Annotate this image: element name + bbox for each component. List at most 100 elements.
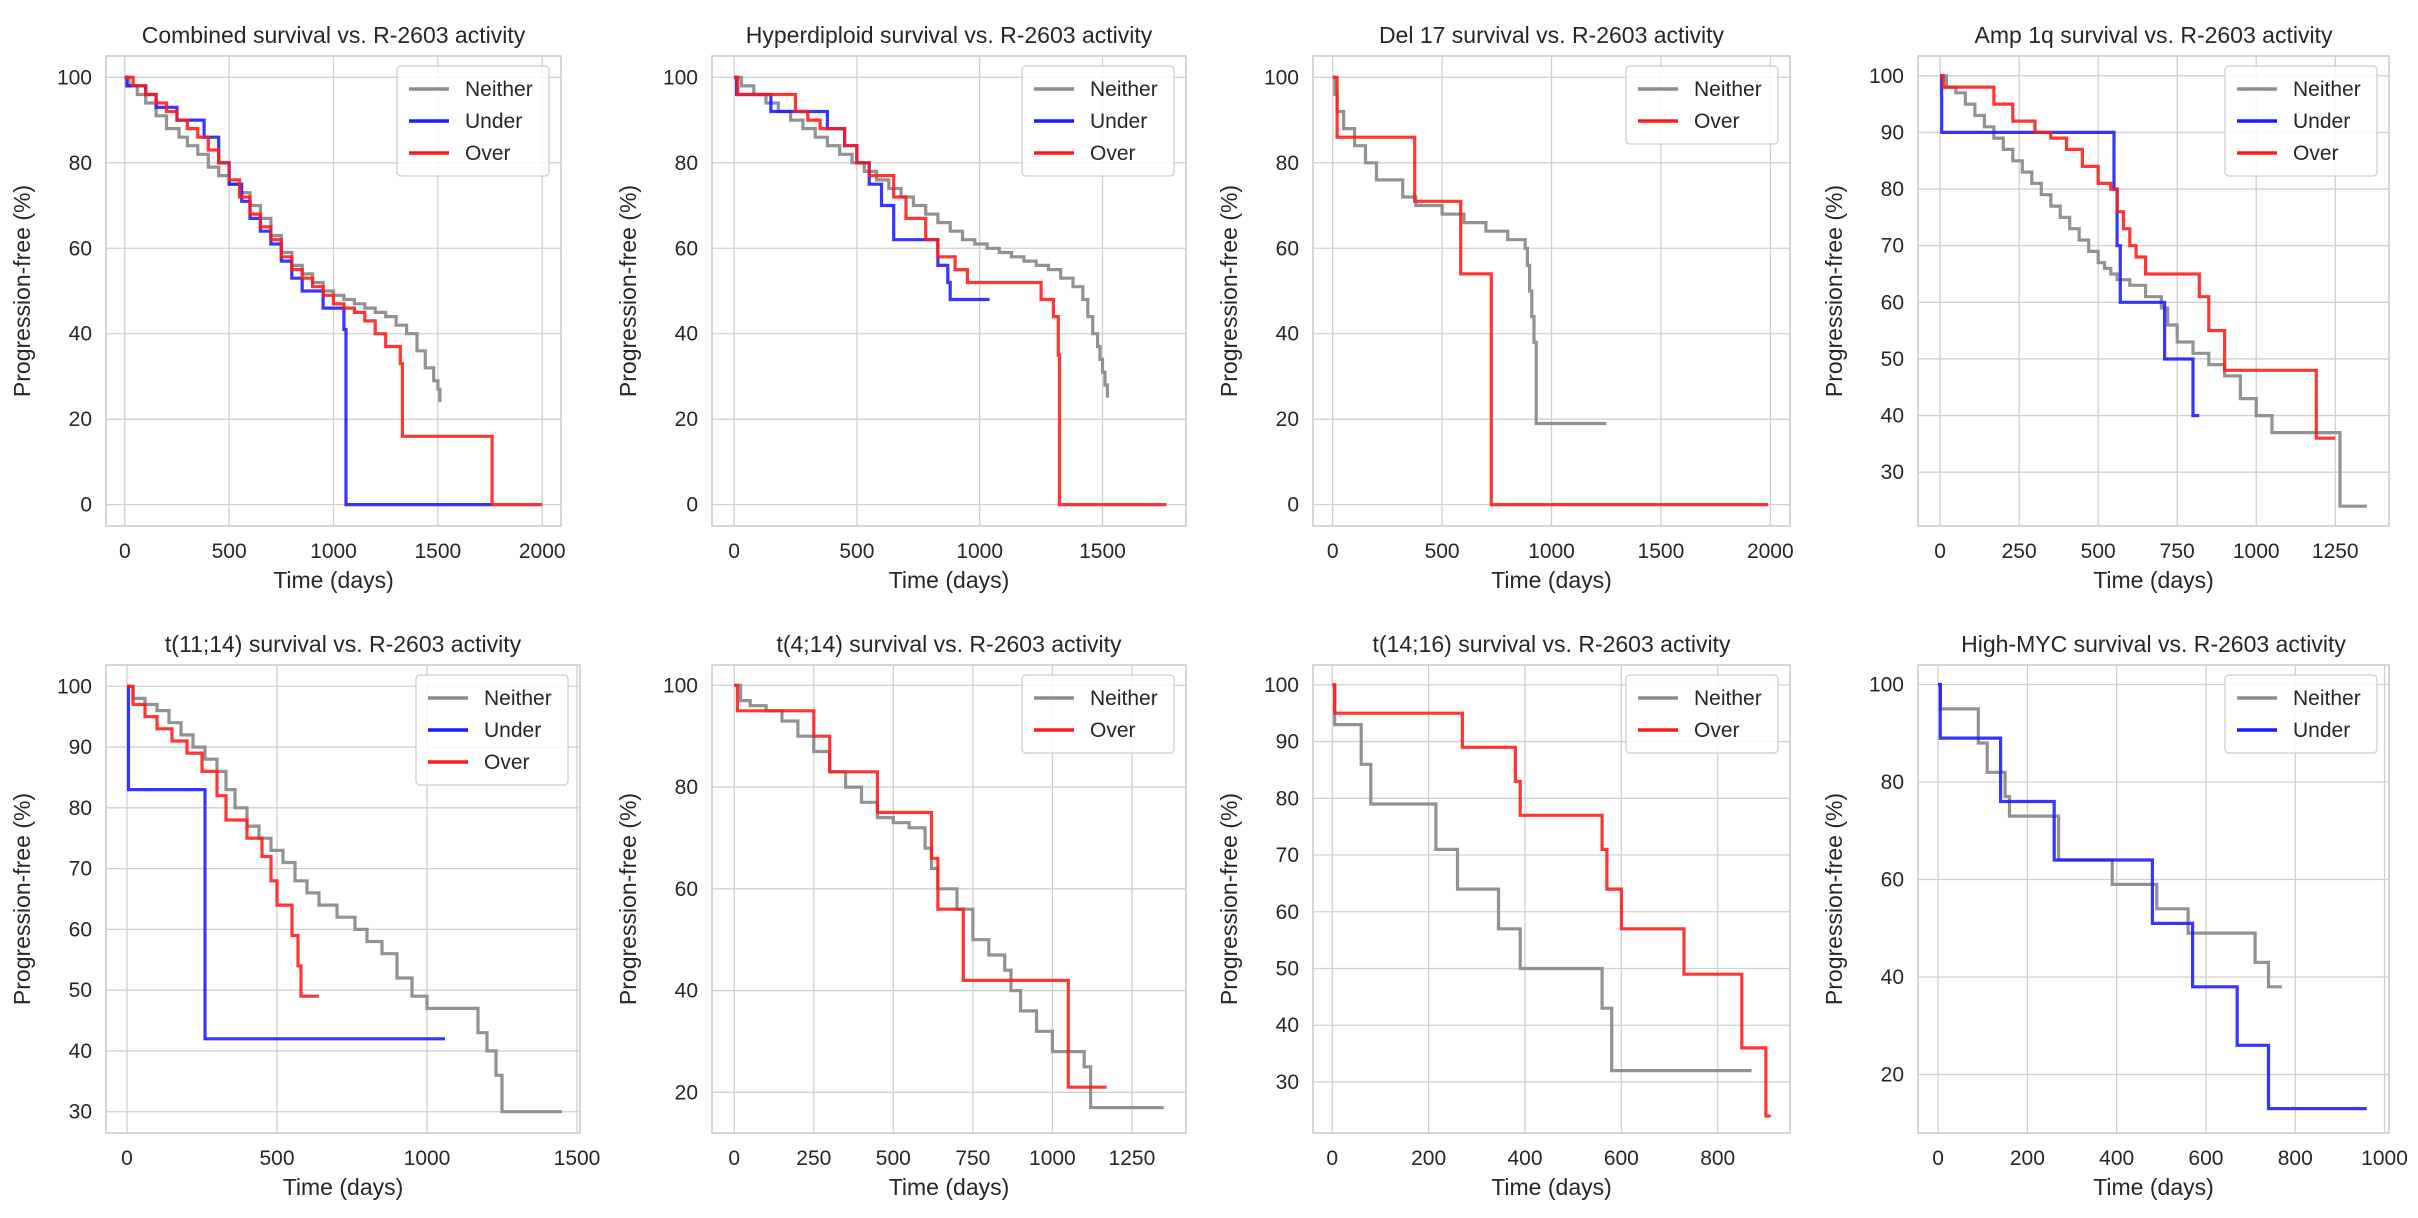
y-axis-label: Progression-free (%) (9, 793, 35, 1005)
x-tick-label: 0 (119, 540, 131, 563)
x-tick-label: 600 (2188, 1147, 2223, 1170)
y-tick-label: 60 (69, 918, 92, 941)
chart-title: High-MYC survival vs. R-2603 activity (1961, 631, 2346, 657)
y-axis-label: Progression-free (%) (615, 793, 641, 1005)
y-tick-label: 30 (1881, 461, 1904, 484)
x-tick-label: 0 (1934, 540, 1946, 563)
x-tick-label: 1500 (554, 1147, 601, 1170)
y-tick-label: 50 (69, 979, 92, 1002)
series-line (127, 684, 319, 998)
x-axis-label: Time (days) (2093, 1174, 2214, 1200)
legend: Neither Under Over (396, 65, 550, 177)
x-tick-label: 1000 (404, 1147, 451, 1170)
legend-entry: Under (484, 719, 541, 742)
x-tick-label: 250 (796, 1147, 831, 1170)
x-axis-label: Time (days) (273, 567, 394, 593)
y-tick-label: 40 (1881, 405, 1904, 428)
x-tick-label: 2000 (519, 540, 566, 563)
x-tick-label: 800 (2278, 1147, 2313, 1170)
y-tick-label: 100 (663, 674, 698, 697)
y-tick-label: 80 (1881, 771, 1904, 794)
legend-entry: Neither (465, 78, 533, 101)
legend: Neither Over (1021, 674, 1175, 754)
y-tick-label: 20 (1276, 408, 1299, 431)
legend-box (1021, 674, 1175, 754)
y-tick-label: 80 (675, 152, 698, 175)
x-tick-label: 600 (1604, 1147, 1639, 1170)
x-tick-label: 750 (2160, 540, 2195, 563)
y-tick-label: 40 (675, 323, 698, 346)
y-tick-label: 100 (57, 675, 92, 698)
legend-entry: Under (2293, 110, 2350, 133)
legend-box (2224, 65, 2378, 177)
x-tick-label: 1250 (2312, 540, 2359, 563)
y-tick-label: 50 (1276, 957, 1299, 980)
chart-panel: 0 200 400 600 800 1000 20 40 60 80 100 High-MYC sur… (1821, 631, 2408, 1200)
plot-frame (105, 55, 562, 527)
x-axis-label: Time (days) (283, 1174, 404, 1200)
x-tick-label: 200 (2010, 1147, 2045, 1170)
legend: Neither Under Over (2224, 65, 2378, 177)
y-tick-label: 20 (675, 408, 698, 431)
x-tick-label: 0 (728, 1147, 740, 1170)
y-tick-label: 60 (1276, 901, 1299, 924)
y-tick-label: 80 (1276, 787, 1299, 810)
x-tick-label: 1000 (2233, 540, 2280, 563)
legend-box (1625, 65, 1779, 145)
y-tick-label: 90 (1276, 731, 1299, 754)
series-line (1332, 683, 1752, 1073)
y-tick-label: 100 (1264, 674, 1299, 697)
legend-entry: Under (1090, 110, 1147, 133)
y-tick-label: 80 (1881, 178, 1904, 201)
y-tick-label: 60 (675, 237, 698, 260)
x-axis-label: Time (days) (889, 567, 1010, 593)
series-line (1940, 74, 2336, 440)
y-tick-label: 60 (1276, 237, 1299, 260)
y-tick-label: 40 (1881, 966, 1904, 989)
chart-title: Combined survival vs. R-2603 activity (142, 22, 526, 48)
series-line (1332, 75, 1769, 507)
y-axis-label: Progression-free (%) (1216, 185, 1242, 397)
series-line (127, 684, 562, 1114)
legend-entry: Neither (2293, 78, 2361, 101)
y-axis-label: Progression-free (%) (1821, 793, 1847, 1005)
y-tick-label: 0 (80, 494, 92, 517)
y-tick-label: 20 (675, 1081, 698, 1104)
x-axis-label: Time (days) (2093, 567, 2214, 593)
series-line (1332, 75, 1607, 426)
y-tick-label: 90 (1881, 121, 1904, 144)
x-axis-label: Time (days) (889, 1174, 1010, 1200)
legend-box (1021, 65, 1175, 177)
series-line (734, 75, 1109, 398)
y-tick-label: 30 (1276, 1071, 1299, 1094)
legend-entry: Neither (1694, 687, 1762, 710)
x-tick-label: 200 (1411, 1147, 1446, 1170)
chart-title: t(4;14) survival vs. R-2603 activity (776, 631, 1122, 657)
plot-frame (1312, 55, 1791, 527)
plot-frame (1917, 55, 2390, 527)
y-axis-label: Progression-free (%) (1821, 185, 1847, 397)
y-tick-label: 100 (663, 66, 698, 89)
chart-panel: 0 500 1000 1500 30 40 50 60 70 80 90 100 t(11;14) su… (9, 631, 600, 1200)
legend-entry: Under (2293, 719, 2350, 742)
chart-title: Hyperdiploid survival vs. R-2603 activit… (746, 22, 1153, 48)
y-tick-label: 100 (1869, 65, 1904, 88)
legend-entry: Over (1694, 719, 1740, 742)
legend-entry: Neither (1694, 78, 1762, 101)
y-tick-label: 50 (1881, 348, 1904, 371)
x-axis-label: Time (days) (1491, 567, 1612, 593)
series-line (1332, 683, 1771, 1118)
legend-entry: Over (1090, 719, 1136, 742)
x-tick-label: 400 (1507, 1147, 1542, 1170)
legend-entry: Over (2293, 142, 2339, 165)
x-tick-label: 800 (1700, 1147, 1735, 1170)
y-tick-label: 80 (69, 797, 92, 820)
y-tick-label: 60 (1881, 291, 1904, 314)
y-tick-label: 100 (1264, 66, 1299, 89)
y-tick-label: 0 (1287, 494, 1299, 517)
x-tick-label: 0 (1326, 1147, 1338, 1170)
y-tick-label: 20 (1881, 1064, 1904, 1087)
chart-panel: 0 200 400 600 800 30 40 50 60 70 80 90 100 t(14;16) s… (1216, 631, 1791, 1200)
legend: Neither Over (1625, 674, 1779, 754)
legend-box (396, 65, 550, 177)
